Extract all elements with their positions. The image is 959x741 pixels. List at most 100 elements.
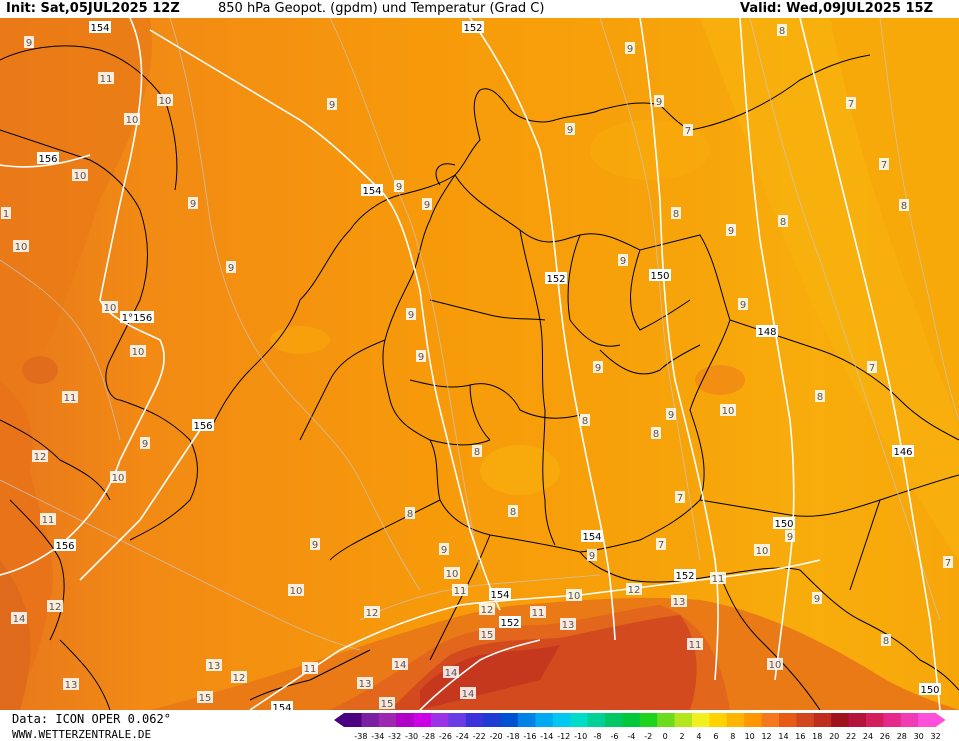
temperature-label: 8 [778, 215, 788, 228]
temperature-label-text: 8 [673, 209, 679, 220]
legend-color-box [761, 713, 780, 727]
legend-tick-label: -12 [557, 732, 570, 741]
geopotential-label: 146 [892, 445, 914, 458]
temperature-label-text: 13 [673, 597, 686, 608]
temperature-label-text: 12 [233, 673, 246, 684]
temperature-label-text: 9 [814, 594, 820, 605]
legend-tick-label: 14 [778, 732, 788, 741]
temperature-label-text: 9 [418, 352, 424, 363]
geopotential-label: 1°156 [120, 311, 154, 324]
temperature-label-text: 9 [329, 100, 335, 111]
temperature-label-text: 10 [112, 473, 125, 484]
temperature-label: 12 [32, 450, 48, 463]
legend-tick-label: -28 [422, 732, 435, 741]
temperature-label-text: 9 [26, 38, 32, 49]
legend-tick-label: -30 [405, 732, 418, 741]
legend-color-box [570, 713, 589, 727]
temperature-label-text: 11 [64, 393, 77, 404]
temperature-label-text: 9 [728, 226, 734, 237]
legend-color-box [918, 713, 937, 727]
geopotential-label: 152 [462, 21, 484, 34]
temperature-label: 8 [472, 445, 482, 458]
legend-tick-label: -10 [574, 732, 587, 741]
temperature-label: 10 [767, 658, 783, 671]
legend-tick-label: -26 [439, 732, 452, 741]
legend-tick-label: -8 [594, 732, 602, 741]
legend-color-box [639, 713, 658, 727]
temperature-label: 7 [656, 538, 666, 551]
temperature-label: 12 [364, 606, 380, 619]
temperature-label: 9 [327, 98, 337, 111]
temperature-label-text: 10 [104, 303, 117, 314]
temperature-label: 13 [206, 659, 222, 672]
legend-tick-label: -16 [523, 732, 536, 741]
temperature-label: 14 [11, 612, 27, 625]
temperature-label-text: 7 [869, 363, 875, 374]
legend-tick-label: 32 [931, 732, 941, 741]
temperature-label-text: 11 [454, 586, 467, 597]
temperature-label-text: 13 [65, 680, 78, 691]
legend-tick-label: 28 [897, 732, 907, 741]
legend-tick-label: 26 [880, 732, 890, 741]
temperature-label-text: 11 [712, 574, 725, 585]
temperature-label: 10 [13, 240, 29, 253]
temperature-label: 9 [666, 408, 676, 421]
temperature-label: 8 [651, 427, 661, 440]
temperature-label: 10 [444, 567, 460, 580]
legend-tick-label: -22 [473, 732, 486, 741]
temperature-label-text: 9 [740, 300, 746, 311]
temperature-label-text: 10 [74, 171, 87, 182]
temperature-label-text: 10 [126, 115, 139, 126]
legend-tick-label: -20 [490, 732, 503, 741]
geopotential-label-text: 1°156 [122, 313, 152, 324]
legend-color-box [587, 713, 606, 727]
temperature-label-text: 10 [769, 660, 782, 671]
map-title: 850 hPa Geopot. (gpdm) und Temperatur (G… [218, 1, 545, 16]
temperature-label: 10 [110, 471, 126, 484]
geopotential-label: 150 [649, 269, 671, 282]
legend-tick-label: 6 [713, 732, 718, 741]
temperature-label-text: 8 [474, 447, 480, 458]
temperature-label: 9 [310, 538, 320, 551]
temperature-label-text: 14 [462, 689, 475, 700]
legend-tick-label: 2 [680, 732, 685, 741]
temperature-label: 9 [812, 592, 822, 605]
temperature-label-text: 11 [304, 664, 317, 675]
legend-color-box [831, 713, 850, 727]
temperature-label: 9 [140, 437, 150, 450]
temperature-label-text: 7 [945, 558, 951, 569]
temperature-label: 12 [231, 671, 247, 684]
temperature-label: 10 [102, 301, 118, 314]
legend-tick-label: -38 [354, 732, 367, 741]
temperature-label-text: 14 [13, 614, 26, 625]
temperature-label: 9 [565, 123, 575, 136]
geopotential-label: 154 [89, 21, 111, 34]
temperature-label: 9 [439, 543, 449, 556]
legend-color-box [500, 713, 519, 727]
temperature-label-text: 12 [34, 452, 47, 463]
temperature-label-text: 12 [481, 605, 494, 616]
legend-min-arrow [334, 713, 344, 727]
temperature-label-text: 9 [228, 263, 234, 274]
temperature-label-text: 8 [582, 416, 588, 427]
temperature-label: 9 [188, 197, 198, 210]
temperature-label: 7 [943, 556, 953, 569]
legend-color-box [605, 713, 623, 727]
temperature-label-text: 7 [685, 126, 691, 137]
legend-tick-label: -2 [644, 732, 652, 741]
temperature-label: 10 [130, 345, 146, 358]
legend-color-box [796, 713, 815, 727]
temperature-label: 11 [302, 662, 318, 675]
temperature-label-text: 13 [208, 661, 221, 672]
temperature-label-text: 10 [568, 591, 581, 602]
temperature-label-text: 9 [142, 439, 148, 450]
temperature-label: 8 [815, 390, 825, 403]
legend-tick-label: 10 [745, 732, 755, 741]
temperature-label: 13 [357, 677, 373, 690]
temperature-label: 11 [452, 584, 468, 597]
geopotential-label-text: 154 [272, 703, 291, 710]
geopotential-label-text: 152 [675, 571, 694, 582]
temperature-label-text: 10 [15, 242, 28, 253]
